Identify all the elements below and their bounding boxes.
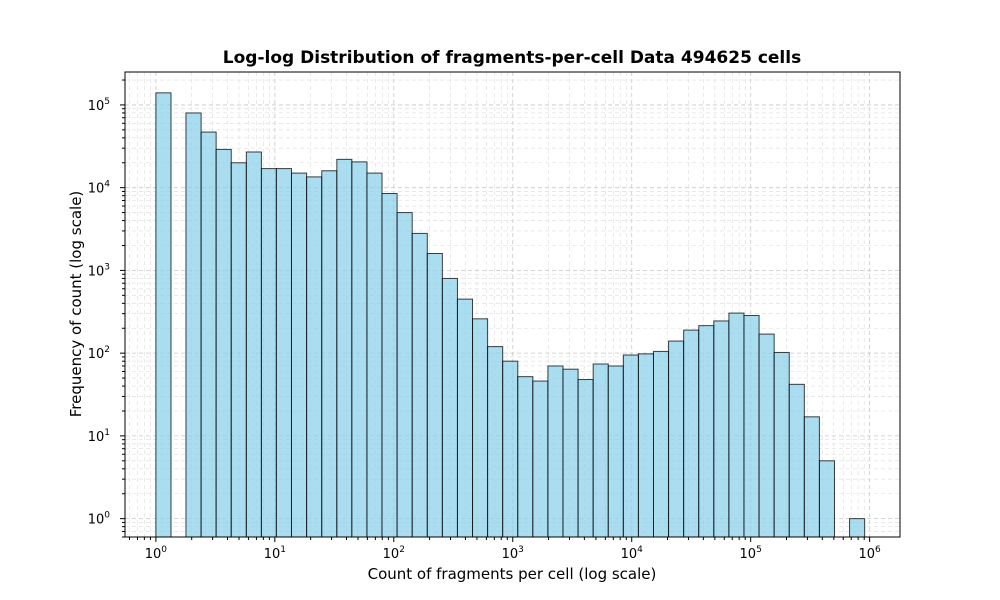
x-tick-labels: 100 101 102 103 104 105 106 (145, 545, 881, 562)
histogram-bar (441, 277, 458, 538)
histogram-bar (336, 158, 353, 538)
histogram-bar (683, 329, 700, 538)
histogram-bar (275, 168, 292, 538)
x-tick-label: 102 (383, 545, 405, 562)
histogram-bar (517, 376, 534, 538)
histogram-bar (230, 162, 247, 538)
histogram-bar (818, 460, 835, 538)
histogram-bar (321, 170, 338, 538)
histogram-bar (351, 161, 368, 538)
histogram-bar (502, 360, 519, 538)
histogram-bar (668, 340, 685, 538)
histogram-bar (728, 312, 745, 538)
histogram-bar (306, 176, 323, 538)
histogram-bar (743, 315, 760, 538)
histogram-bar (698, 325, 715, 538)
x-axis-label: Count of fragments per cell (log scale) (368, 565, 657, 583)
histogram-bar (245, 151, 262, 538)
y-tick-label: 102 (88, 345, 110, 362)
x-tick-label: 105 (740, 545, 762, 562)
histogram-bar (426, 253, 443, 538)
histogram-bar (562, 368, 579, 538)
histogram-bar (788, 383, 805, 538)
histogram-bar (592, 363, 609, 538)
x-tick-label: 100 (145, 545, 168, 562)
histogram-bar (713, 320, 730, 538)
x-tick-label: 104 (621, 545, 644, 562)
axis-ticks (120, 79, 871, 542)
y-tick-label: 101 (88, 428, 110, 445)
histogram-bar (456, 298, 474, 538)
histogram-bar (803, 416, 820, 538)
x-tick-label: 101 (264, 545, 286, 562)
histogram-bar (381, 193, 398, 538)
histogram-bars (155, 92, 866, 538)
y-tick-label: 103 (88, 262, 110, 279)
histogram-bar (532, 380, 549, 538)
y-tick-labels: 100 101 102 103 104 105 (88, 97, 111, 528)
histogram-bar (773, 351, 790, 538)
y-tick-label: 100 (88, 511, 111, 528)
y-tick-label: 105 (88, 97, 110, 114)
histogram-bar (472, 318, 489, 538)
histogram-bar (487, 346, 504, 538)
histogram-bar (607, 365, 624, 538)
histogram-bar (396, 212, 413, 538)
histogram-bar (849, 518, 866, 538)
histogram-bar (411, 232, 428, 538)
histogram-bar (577, 379, 594, 538)
histogram-bar (366, 172, 383, 538)
histogram-bar (260, 168, 277, 538)
y-tick-label: 104 (88, 180, 111, 197)
histogram-bar (200, 131, 217, 538)
histogram-bar (290, 172, 308, 538)
histogram-bar (185, 112, 202, 538)
histogram-bar (215, 148, 232, 538)
x-tick-label: 106 (858, 545, 881, 562)
histogram-bar (758, 333, 775, 538)
histogram-bar (622, 354, 639, 538)
x-tick-label: 103 (502, 545, 524, 562)
histogram-bar (653, 350, 670, 538)
chart-title: Log-log Distribution of fragments-per-ce… (223, 48, 801, 68)
histogram-bar (155, 92, 172, 538)
y-axis-label: Frequency of count (log scale) (67, 191, 85, 418)
histogram-bar (547, 365, 564, 538)
histogram-bar (637, 353, 654, 538)
